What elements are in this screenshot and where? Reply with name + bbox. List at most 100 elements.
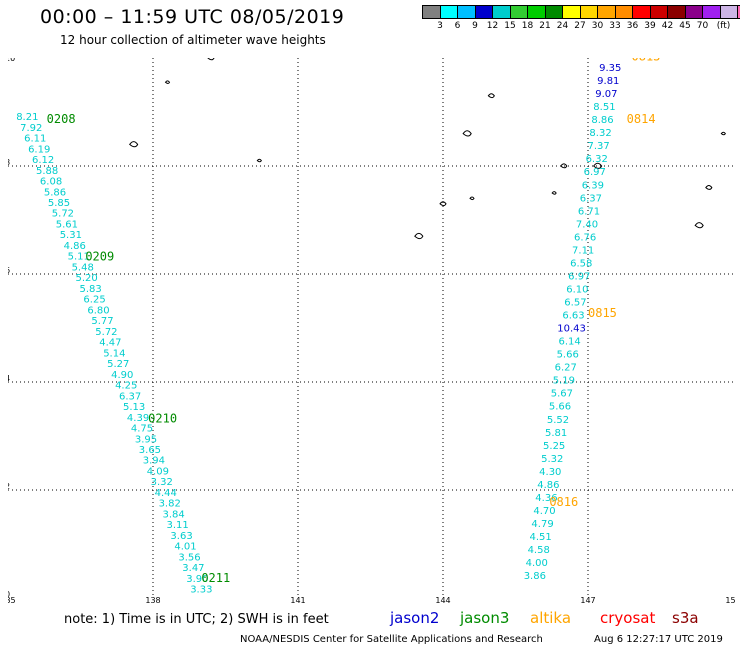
- y-tick-label: 4: [8, 374, 10, 383]
- island-outline: [469, 196, 475, 201]
- wave-height-value: 3.86: [524, 571, 546, 582]
- footer: NOAA/NESDIS Center for Satellite Applica…: [240, 634, 723, 645]
- wave-height-value: 9.81: [597, 76, 619, 87]
- wave-height-value: 6.58: [570, 258, 592, 269]
- wave-height-value: 9.17: [601, 58, 623, 61]
- legend-swatch: [667, 5, 685, 19]
- wave-height-value: 6.76: [574, 232, 596, 243]
- legend-swatch: [509, 5, 527, 19]
- island-outline: [694, 222, 704, 229]
- legend-label: 27: [574, 21, 586, 31]
- wave-height-value: 5.66: [557, 350, 579, 361]
- legend-swatch: [597, 5, 615, 19]
- island-outline: [207, 58, 215, 61]
- color-scale-legend: [422, 5, 740, 19]
- wave-height-value: 3.65: [139, 445, 161, 456]
- wave-height-value: 5.72: [52, 209, 74, 220]
- wave-height-value: 5.27: [107, 359, 129, 370]
- wave-height-value: 4.47: [99, 338, 121, 349]
- wave-height-value: 4.75: [131, 424, 153, 435]
- pass-time-label: 0816: [549, 495, 578, 509]
- wave-height-value: 4.00: [526, 558, 548, 569]
- wave-height-value: 6.80: [87, 305, 109, 316]
- wave-height-value: 6.25: [83, 295, 105, 306]
- pass-time-label: 0211: [201, 571, 230, 585]
- wave-height-value: 3.47: [182, 563, 204, 574]
- wave-height-value: 4.36: [535, 493, 557, 504]
- x-tick-label: 135: [8, 596, 16, 603]
- wave-height-value: 5.88: [36, 166, 58, 177]
- pass-time-label: 0210: [148, 412, 177, 426]
- y-tick-label: 8: [8, 158, 10, 167]
- island-outline: [560, 163, 568, 169]
- wave-height-value: 4.30: [539, 467, 561, 478]
- note-text: note: 1) Time is in UTC; 2) SWH is in fe…: [64, 612, 329, 627]
- legend-swatch: [439, 5, 457, 19]
- wave-height-value: 3.84: [163, 509, 185, 520]
- legend-label: 42: [661, 21, 674, 31]
- wave-height-value: 5.13: [123, 402, 145, 413]
- legend-swatch: [527, 5, 545, 19]
- wave-height-value: 3.56: [178, 552, 200, 563]
- x-tick-label: 141: [290, 596, 305, 603]
- wave-height-value: 9.07: [595, 89, 617, 100]
- wave-height-value: 5.48: [72, 262, 94, 273]
- wave-height-value: 3.90: [186, 574, 208, 585]
- legend-swatch: [632, 5, 650, 19]
- wave-height-value: 5.61: [56, 219, 78, 230]
- island-outline: [128, 141, 139, 148]
- wave-height-value: 4.01: [174, 542, 196, 553]
- wave-height-value: 5.31: [60, 230, 82, 241]
- x-tick-label: 144: [435, 596, 450, 603]
- legend-label: 9: [472, 21, 478, 31]
- wave-height-value: 4.70: [533, 506, 555, 517]
- wave-height-value: 6.12: [32, 155, 54, 166]
- wave-height-value: 8.21: [16, 112, 38, 123]
- footer-timestamp: Aug 6 12:27:17 UTC 2019: [594, 634, 723, 645]
- wave-height-value: 8.51: [593, 102, 615, 113]
- wave-height-value: 6.37: [119, 391, 141, 402]
- wave-height-value: 6.63: [562, 311, 584, 322]
- legend-label: 6: [454, 21, 461, 31]
- wave-height-value: 5.72: [95, 327, 117, 338]
- legend-label: 45: [679, 21, 691, 31]
- wave-height-value: 4.86: [537, 480, 559, 491]
- legend-swatch: [684, 5, 702, 19]
- y-tick-label: 10: [8, 58, 15, 63]
- wave-height-value: 3.82: [159, 499, 181, 510]
- legend-swatch: [492, 5, 510, 19]
- island-outline: [720, 131, 726, 136]
- wave-height-value: 10.43: [557, 324, 586, 335]
- legend-label: 18: [521, 21, 534, 31]
- wave-height-value: 6.11: [24, 134, 46, 145]
- wave-height-value: 6.37: [580, 193, 602, 204]
- legend-swatch: [474, 5, 492, 19]
- wave-height-value: 4.86: [64, 241, 86, 252]
- wave-height-value: 4.58: [528, 545, 550, 556]
- wave-height-value: 5.25: [543, 441, 565, 452]
- x-tick-label: 147: [580, 596, 595, 603]
- wave-height-value: 5.86: [44, 187, 66, 198]
- wave-height-value: 4.25: [115, 381, 137, 392]
- satellite-legend-cryosat: cryosat: [600, 609, 656, 627]
- pass-time-label: 0813: [632, 58, 661, 64]
- pass-time-label: 0815: [588, 306, 617, 320]
- legend-label: 12: [486, 21, 499, 31]
- wave-height-value: 7.37: [588, 141, 610, 152]
- pass-time-label: 0208: [47, 112, 76, 126]
- satellite-legend-jason3: jason3: [460, 609, 510, 627]
- legend-label: 3: [437, 21, 443, 31]
- wave-height-value: 5.11: [68, 252, 90, 263]
- wave-height-value: 4.79: [531, 519, 553, 530]
- wave-height-value: 4.39: [127, 413, 149, 424]
- wave-height-value: 3.94: [143, 456, 165, 467]
- island-outline: [256, 158, 262, 163]
- satellite-legend-s3a: s3a: [672, 609, 699, 627]
- legend-label: 70: [696, 21, 709, 31]
- wave-height-value: 4.51: [530, 532, 552, 543]
- legend-swatch: [649, 5, 667, 19]
- wave-height-value: 5.32: [541, 454, 563, 465]
- wave-height-value: 4.90: [111, 370, 133, 381]
- map-title: 00:00 – 11:59 UTC 08/05/2019: [40, 6, 345, 28]
- wave-height-value: 3.95: [135, 434, 157, 445]
